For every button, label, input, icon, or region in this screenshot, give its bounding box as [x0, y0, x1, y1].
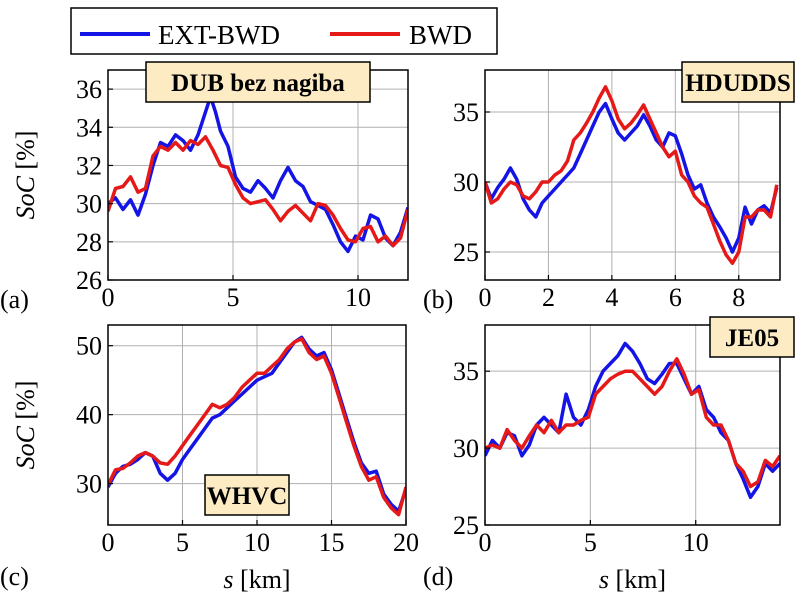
panel-a: 0 5 10 26 28 30 32 34 36 (a) SoC [%] DUB bez nagiba	[0, 61, 409, 314]
x-tick-label: 20	[393, 528, 419, 557]
x-tick-label: 0	[102, 283, 115, 312]
y-tick-label: 26	[76, 266, 102, 295]
y-axis-label-var: SoC	[11, 425, 40, 469]
panel-title: HDUDDS	[685, 70, 791, 97]
axes-frame	[484, 69, 781, 281]
series-line-bwd	[485, 357, 780, 489]
x-axis-label-unit: [km]	[609, 565, 666, 594]
legend-label-ext-bwd: EXT-BWD	[158, 20, 280, 50]
x-axis-label: s [km]	[599, 565, 666, 594]
x-tick-label: 5	[227, 283, 240, 312]
x-tick-label: 10	[683, 528, 709, 557]
legend-frame	[70, 7, 498, 55]
panel-letter: (b)	[423, 285, 453, 314]
y-axis-label-var: SoC	[11, 175, 40, 219]
y-axis-label-unit: [%]	[11, 381, 40, 426]
y-axis-label: SoC [%]	[11, 131, 40, 220]
y-tick-label: 40	[76, 401, 102, 430]
series-line-ext-bwd	[485, 101, 779, 254]
x-axis-label-var: s	[223, 565, 233, 594]
x-axis-label-unit: [km]	[234, 565, 291, 594]
panel-title-box	[709, 316, 795, 358]
y-tick-label: 50	[76, 332, 102, 361]
series-line-bwd	[485, 85, 779, 265]
x-tick-label: 6	[669, 283, 682, 312]
y-tick-label: 25	[453, 238, 479, 267]
plot-area	[485, 325, 780, 525]
y-tick-label: 30	[76, 190, 102, 219]
y-tick-label: 36	[76, 75, 102, 104]
panel-title-box	[681, 61, 795, 103]
x-tick-label: 0	[479, 528, 492, 557]
x-tick-label: 4	[605, 283, 618, 312]
y-tick-label: 30	[76, 470, 102, 499]
y-tick-label: 25	[453, 511, 479, 540]
y-tick-label: 35	[453, 98, 479, 127]
legend: EXT-BWD BWD	[70, 7, 498, 55]
panel-letter: (d)	[423, 562, 453, 591]
x-axis-label: s [km]	[223, 565, 290, 594]
panel-d: 0 5 10 25 30 35 (d) s [km] JE05	[423, 316, 795, 594]
legend-label-bwd: BWD	[409, 20, 472, 50]
y-tick-label: 30	[453, 168, 479, 197]
panel-title-box	[145, 61, 371, 103]
y-axis-label: SoC [%]	[11, 381, 40, 470]
axes-frame	[484, 324, 781, 526]
panel-c: 0 5 10 15 20 30 40 50 (c) SoC [%] s [km] WHVC	[0, 324, 419, 594]
panel-letter: (a)	[0, 285, 29, 314]
x-tick-label: 10	[244, 528, 270, 557]
y-tick-label: 35	[453, 357, 479, 386]
x-axis-label-var: s	[599, 565, 609, 594]
x-tick-label: 2	[542, 283, 555, 312]
x-tick-label: 8	[732, 283, 745, 312]
x-tick-label: 5	[584, 528, 597, 557]
panel-title-box	[204, 474, 290, 516]
panel-b: 0 2 4 6 8 25 30 35 (b) HDUDDS	[423, 61, 795, 314]
series-line-bwd	[108, 135, 408, 248]
panel-letter: (c)	[0, 562, 29, 591]
x-tick-label: 10	[345, 283, 371, 312]
y-tick-label: 30	[453, 434, 479, 463]
y-tick-label: 34	[76, 113, 102, 142]
panel-title: WHVC	[207, 483, 288, 510]
series-line-bwd	[108, 337, 406, 517]
x-tick-label: 15	[319, 528, 345, 557]
panel-title: DUB bez nagiba	[171, 70, 345, 97]
y-tick-label: 32	[76, 151, 102, 180]
y-tick-label: 28	[76, 228, 102, 257]
panel-title: JE05	[725, 325, 779, 352]
y-axis-label-unit: [%]	[11, 131, 40, 176]
x-tick-label: 5	[176, 528, 189, 557]
x-tick-label: 0	[479, 283, 492, 312]
x-tick-label: 0	[102, 528, 115, 557]
